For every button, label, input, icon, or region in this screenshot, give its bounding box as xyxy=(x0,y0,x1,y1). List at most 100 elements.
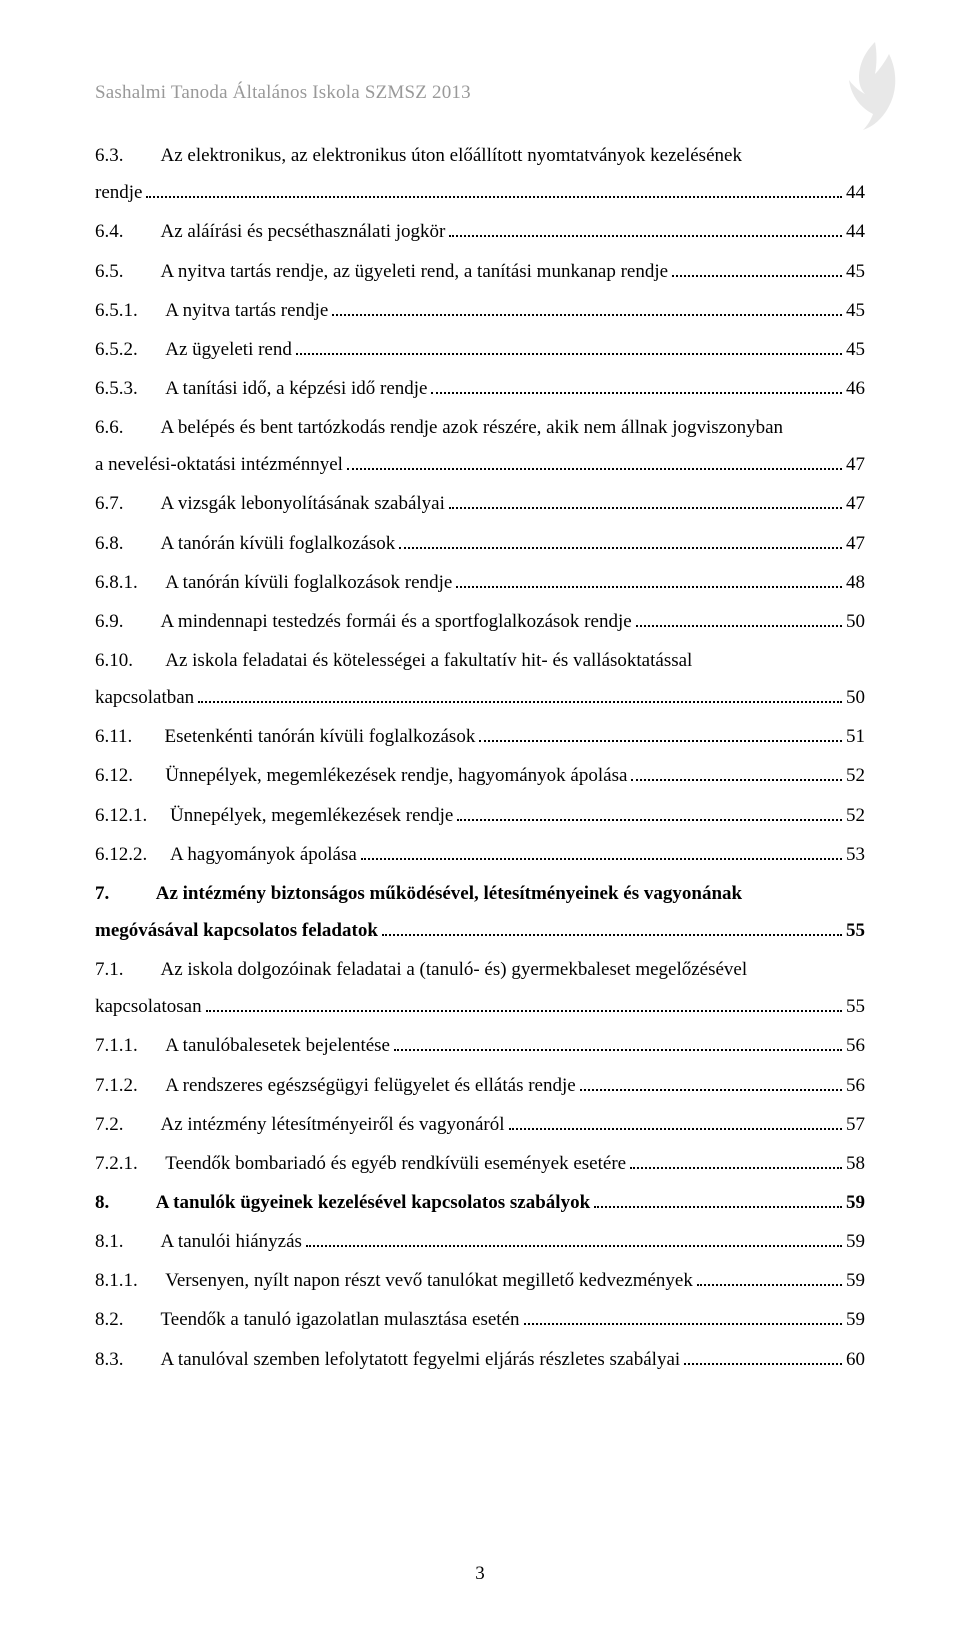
toc-title: Az ügyeleti rend xyxy=(147,332,292,367)
toc-entry: 7.1. Az iskola dolgozóinak feladatai a (… xyxy=(95,952,865,987)
toc-title: Versenyen, nyílt napon részt vevő tanuló… xyxy=(147,1263,693,1298)
toc-entry: 6.5.1. A nyitva tartás rendje45 xyxy=(95,293,865,328)
toc-entry: 6.12.2. A hagyományok ápolása53 xyxy=(95,837,865,872)
toc-leader xyxy=(630,1150,842,1169)
toc-entry: 6.10. Az iskola feladatai és kötelessége… xyxy=(95,643,865,678)
toc-title: Az aláírási és pecséthasználati jogkör xyxy=(143,214,446,249)
toc-page: 59 xyxy=(846,1224,865,1259)
toc-title: A tanulóbalesetek bejelentése xyxy=(147,1028,390,1063)
toc-title: Esetenkénti tanórán kívüli foglalkozások xyxy=(147,719,476,754)
toc-entry-continuation: rendje 44 xyxy=(95,175,865,210)
toc-number: 6.3. xyxy=(95,138,143,173)
toc-title: Teendők bombariadó és egyéb rendkívüli e… xyxy=(147,1146,626,1181)
toc-page: 44 xyxy=(846,175,865,210)
toc-leader xyxy=(594,1189,842,1208)
toc-page: 45 xyxy=(846,332,865,367)
toc-number: 7.1.1. xyxy=(95,1028,147,1063)
bird-watermark-icon xyxy=(845,40,905,130)
toc-entry: 6.12.1. Ünnepélyek, megemlékezések rendj… xyxy=(95,798,865,833)
toc-title: A tanórán kívüli foglalkozások xyxy=(143,526,396,561)
toc-number: 8.1.1. xyxy=(95,1263,147,1298)
toc-page: 47 xyxy=(846,447,865,482)
toc-page: 58 xyxy=(846,1146,865,1181)
toc-title: kapcsolatosan xyxy=(95,989,202,1024)
toc-entry: 6.8. A tanórán kívüli foglalkozások47 xyxy=(95,526,865,561)
toc-leader xyxy=(198,684,842,703)
toc-leader xyxy=(394,1032,842,1051)
toc-title: Az intézmény biztonságos működésével, lé… xyxy=(138,876,742,911)
page-number: 3 xyxy=(0,1556,960,1591)
toc-page: 44 xyxy=(846,214,865,249)
toc-page: 48 xyxy=(846,565,865,600)
toc-entry: 6.8.1. A tanórán kívüli foglalkozások re… xyxy=(95,565,865,600)
toc-leader xyxy=(636,608,842,627)
toc-page: 55 xyxy=(846,913,865,948)
toc-page: 52 xyxy=(846,798,865,833)
toc-leader xyxy=(580,1071,842,1090)
toc-number: 6.12.1. xyxy=(95,798,152,833)
toc-leader xyxy=(382,917,842,936)
toc-number: 6.7. xyxy=(95,486,143,521)
table-of-contents: 6.3. Az elektronikus, az elektronikus út… xyxy=(95,138,865,1377)
toc-title: A nyitva tartás rendje, az ügyeleti rend… xyxy=(143,254,669,289)
toc-page: 59 xyxy=(846,1185,865,1220)
toc-number: 6.10. xyxy=(95,643,147,678)
toc-leader xyxy=(399,529,842,548)
toc-leader xyxy=(449,490,842,509)
toc-title: A tanórán kívüli foglalkozások rendje xyxy=(147,565,452,600)
toc-entry: 7. Az intézmény biztonságos működésével,… xyxy=(95,876,865,911)
toc-leader xyxy=(457,801,842,820)
toc-title: rendje xyxy=(95,175,142,210)
toc-leader xyxy=(449,218,842,237)
toc-entry-continuation: megóvásával kapcsolatos feladatok55 xyxy=(95,913,865,948)
toc-leader xyxy=(479,723,842,742)
toc-number: 6.11. xyxy=(95,719,147,754)
toc-leader xyxy=(697,1267,842,1286)
toc-title: A mindennapi testedzés formái és a sport… xyxy=(143,604,632,639)
toc-number: 7.2. xyxy=(95,1107,143,1142)
toc-number: 8. xyxy=(95,1185,138,1220)
toc-entry: 8.2. Teendők a tanuló igazolatlan mulasz… xyxy=(95,1302,865,1337)
toc-title: Ünnepélyek, megemlékezések rendje xyxy=(152,798,453,833)
toc-title: Az intézmény létesítményeiről és vagyoná… xyxy=(143,1107,505,1142)
toc-entry-continuation: kapcsolatban50 xyxy=(95,680,865,715)
toc-page: 55 xyxy=(846,989,865,1024)
toc-number: 6.4. xyxy=(95,214,143,249)
toc-leader xyxy=(672,257,842,276)
toc-title: a nevelési-oktatási intézménnyel xyxy=(95,447,343,482)
toc-leader xyxy=(361,841,842,860)
toc-number: 8.2. xyxy=(95,1302,143,1337)
toc-number: 8.3. xyxy=(95,1342,143,1377)
toc-page: 56 xyxy=(846,1028,865,1063)
toc-title: kapcsolatban xyxy=(95,680,194,715)
toc-number: 7. xyxy=(95,876,138,911)
toc-title: Teendők a tanuló igazolatlan mulasztása … xyxy=(143,1302,520,1337)
toc-leader xyxy=(306,1228,842,1247)
toc-number: 6.8. xyxy=(95,526,143,561)
toc-title: A tanulóval szemben lefolytatott fegyelm… xyxy=(143,1342,681,1377)
toc-number: 6.12.2. xyxy=(95,837,152,872)
toc-page: 45 xyxy=(846,254,865,289)
toc-entry: 6.3. Az elektronikus, az elektronikus út… xyxy=(95,138,865,173)
page: Sashalmi Tanoda Általános Iskola SZMSZ 2… xyxy=(0,0,960,1639)
toc-title: A nyitva tartás rendje xyxy=(147,293,328,328)
toc-page: 50 xyxy=(846,604,865,639)
toc-entry: 7.1.1. A tanulóbalesetek bejelentése 56 xyxy=(95,1028,865,1063)
toc-entry: 8.3. A tanulóval szemben lefolytatott fe… xyxy=(95,1342,865,1377)
toc-page: 60 xyxy=(846,1342,865,1377)
toc-entry: 7.2. Az intézmény létesítményeiről és va… xyxy=(95,1107,865,1142)
toc-leader xyxy=(631,762,842,781)
toc-title: Az elektronikus, az elektronikus úton el… xyxy=(143,138,742,173)
toc-entry-continuation: a nevelési-oktatási intézménnyel 47 xyxy=(95,447,865,482)
toc-number: 7.1.2. xyxy=(95,1068,147,1103)
toc-page: 52 xyxy=(846,758,865,793)
toc-page: 59 xyxy=(846,1302,865,1337)
toc-page: 47 xyxy=(846,486,865,521)
document-header: Sashalmi Tanoda Általános Iskola SZMSZ 2… xyxy=(95,75,865,110)
toc-entry: 6.6. A belépés és bent tartózkodás rendj… xyxy=(95,410,865,445)
toc-entry: 6.5. A nyitva tartás rendje, az ügyeleti… xyxy=(95,254,865,289)
toc-leader xyxy=(509,1111,843,1130)
toc-number: 6.9. xyxy=(95,604,143,639)
toc-leader xyxy=(431,375,842,394)
toc-number: 7.2.1. xyxy=(95,1146,147,1181)
